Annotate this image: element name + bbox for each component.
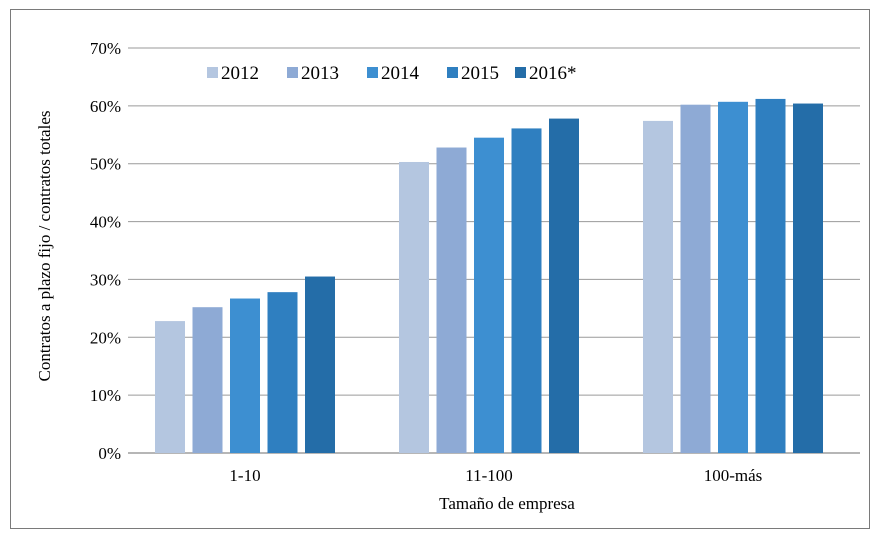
bar (267, 292, 298, 453)
y-axis-title: Contratos a plazo fijo / contratos total… (35, 111, 54, 382)
bar (511, 128, 542, 453)
x-axis-title: Tamaño de empresa (439, 494, 575, 513)
x-category-label: 100-más (704, 466, 763, 485)
bar (755, 98, 786, 454)
x-category-label: 1-10 (229, 466, 260, 485)
y-tick-label: 0% (98, 444, 121, 463)
bar (230, 298, 260, 453)
legend: 2012 2013 2014 2015 2016* (207, 63, 577, 84)
legend-label: 2012 (221, 63, 259, 84)
bar (793, 103, 823, 454)
bar (549, 118, 579, 453)
bar (192, 307, 223, 453)
legend-label: 2013 (301, 63, 339, 84)
bar (643, 120, 673, 454)
y-tick-label: 30% (90, 270, 121, 289)
bars (155, 98, 823, 454)
legend-label: 2016* (529, 63, 577, 84)
bar (718, 101, 748, 454)
legend-swatch (367, 67, 378, 78)
bar (155, 321, 185, 453)
legend-swatch (207, 67, 218, 78)
legend-label: 2014 (381, 63, 420, 84)
bar (680, 104, 711, 453)
legend-label: 2015 (461, 63, 499, 84)
x-category-labels: 1-10 11-100 100-más (229, 466, 762, 485)
legend-swatch (447, 67, 458, 78)
bar (474, 137, 504, 453)
y-tick-label: 10% (90, 386, 121, 405)
legend-swatch (287, 67, 298, 78)
y-tick-label: 40% (90, 213, 121, 232)
y-tick-label: 50% (90, 155, 121, 174)
y-tick-label: 70% (90, 39, 121, 58)
legend-swatch (515, 67, 526, 78)
x-category-label: 11-100 (465, 466, 513, 485)
bar (399, 161, 429, 453)
y-tick-labels: 0% 10% 20% 30% 40% 50% 60% 70% (90, 39, 121, 463)
bar (436, 147, 467, 453)
y-tick-label: 20% (90, 328, 121, 347)
bar (305, 276, 335, 453)
y-tick-label: 60% (90, 97, 121, 116)
